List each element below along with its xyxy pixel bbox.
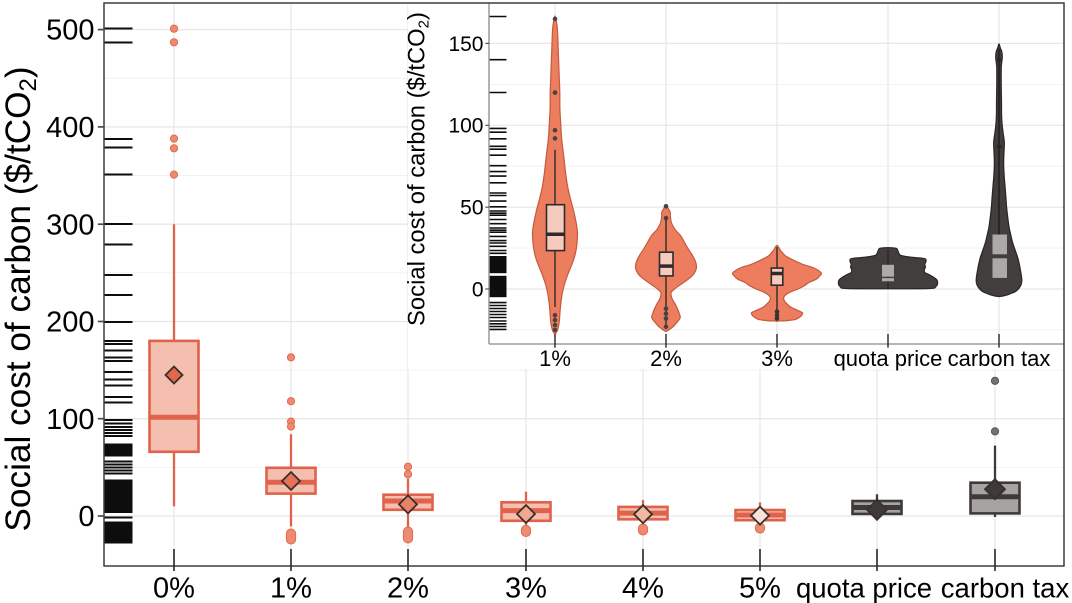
svg-text:quota price: quota price xyxy=(834,346,943,371)
svg-text:200: 200 xyxy=(46,307,94,339)
svg-text:100: 100 xyxy=(46,404,94,436)
svg-text:150: 150 xyxy=(448,33,483,56)
svg-text:carbon tax: carbon tax xyxy=(941,572,1070,603)
svg-text:4%: 4% xyxy=(622,572,664,603)
svg-text:3%: 3% xyxy=(761,346,793,371)
svg-text:100: 100 xyxy=(448,115,483,138)
svg-text:50: 50 xyxy=(460,197,483,220)
svg-text:1%: 1% xyxy=(270,572,312,603)
svg-text:2%: 2% xyxy=(387,572,429,603)
svg-text:carbon tax: carbon tax xyxy=(948,346,1051,371)
svg-text:2%: 2% xyxy=(650,346,682,371)
svg-text:0: 0 xyxy=(78,501,94,533)
svg-text:quota price: quota price xyxy=(796,572,932,603)
svg-text:Social cost of carbon ($/tCO2): Social cost of carbon ($/tCO2) xyxy=(0,66,42,531)
svg-text:300: 300 xyxy=(46,209,94,241)
svg-text:400: 400 xyxy=(46,112,94,144)
svg-text:Social cost of carbon ($/tCO2): Social cost of carbon ($/tCO2) xyxy=(404,12,433,326)
svg-text:1%: 1% xyxy=(539,346,571,371)
svg-text:3%: 3% xyxy=(505,572,547,603)
svg-text:0: 0 xyxy=(472,278,484,301)
svg-text:0%: 0% xyxy=(153,572,195,603)
svg-text:5%: 5% xyxy=(739,572,781,603)
svg-text:500: 500 xyxy=(46,15,94,47)
